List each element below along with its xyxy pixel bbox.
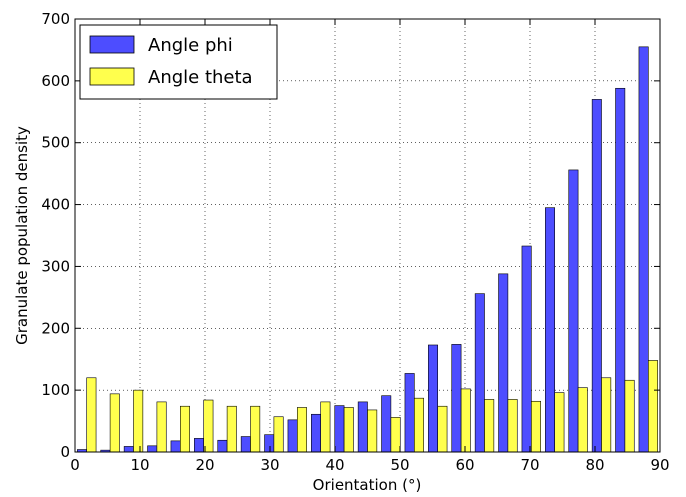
- y-axis-label: Granulate population density: [13, 126, 31, 345]
- x-axis-label: Orientation (°): [313, 476, 422, 494]
- bar-phi: [381, 395, 392, 453]
- legend-label-phi: Angle phi: [148, 35, 233, 56]
- bar-theta: [320, 401, 331, 453]
- bar-phi: [287, 419, 298, 453]
- bar-theta: [577, 387, 588, 453]
- bar-theta: [273, 416, 284, 453]
- y-tick-label: 300: [41, 257, 70, 275]
- bar-theta: [109, 393, 120, 453]
- bar-phi: [123, 446, 134, 453]
- bar-phi: [545, 207, 556, 453]
- ticks: 0 10 20 30 40 50 60 70 80 90 0 100 200 300 400 500 600 70…: [41, 10, 669, 474]
- x-tick-label: 0: [70, 456, 80, 474]
- x-tick-label: 80: [585, 456, 604, 474]
- bars: [77, 46, 658, 453]
- bar-phi: [474, 293, 485, 453]
- bar-phi: [521, 245, 532, 453]
- bar-phi: [311, 413, 321, 453]
- bar-theta: [133, 389, 144, 453]
- bar-phi: [615, 87, 626, 453]
- bar-theta: [554, 392, 565, 453]
- bar-phi: [591, 99, 602, 453]
- bar-phi: [147, 445, 158, 453]
- x-tick-label: 70: [520, 456, 539, 474]
- y-tick-label: 200: [41, 319, 70, 337]
- y-tick-label: 100: [41, 381, 70, 399]
- bar-theta: [460, 388, 471, 453]
- x-tick-label: 10: [130, 456, 149, 474]
- bar-phi: [428, 344, 438, 453]
- bar-theta: [86, 377, 97, 453]
- bar-theta: [226, 405, 237, 453]
- y-tick-label: 400: [41, 196, 70, 214]
- bar-theta: [624, 379, 635, 453]
- legend: Angle phi Angle theta: [79, 24, 278, 100]
- bar-theta: [156, 401, 167, 453]
- bar-theta: [484, 399, 495, 453]
- y-tick-label: 700: [41, 10, 70, 28]
- y-tick-label: 500: [41, 134, 70, 152]
- bar-phi: [170, 440, 181, 453]
- bar-phi: [357, 401, 368, 453]
- bar-theta: [647, 360, 658, 453]
- bar-phi: [217, 439, 228, 453]
- bar-phi: [240, 436, 251, 453]
- x-tick-label: 40: [325, 456, 344, 474]
- bar-phi: [638, 46, 649, 453]
- legend-swatch-theta: [89, 67, 135, 86]
- bar-phi: [568, 169, 579, 453]
- x-tick-label: 20: [195, 456, 214, 474]
- y-tick-label: 600: [41, 72, 70, 90]
- bar-theta: [530, 400, 541, 453]
- bar-theta: [296, 407, 307, 453]
- x-tick-label: 90: [650, 456, 669, 474]
- bar-theta: [507, 399, 518, 453]
- bar-theta: [390, 417, 401, 453]
- y-tick-label: 0: [60, 443, 70, 461]
- x-tick-label: 50: [390, 456, 409, 474]
- bar-phi: [194, 438, 204, 453]
- bar-theta: [203, 399, 214, 453]
- bar-phi: [334, 405, 345, 453]
- legend-swatch-phi: [89, 35, 135, 54]
- bar-theta: [250, 405, 261, 453]
- x-tick-label: 30: [260, 456, 279, 474]
- bar-phi: [404, 373, 415, 453]
- bar-phi: [451, 344, 462, 453]
- bar-theta: [180, 405, 190, 453]
- bar-theta: [601, 377, 612, 453]
- x-tick-label: 60: [455, 456, 474, 474]
- bar-phi: [264, 434, 275, 453]
- legend-label-theta: Angle theta: [148, 67, 253, 88]
- bar-theta: [413, 397, 424, 453]
- bar-phi: [498, 273, 509, 453]
- plot-frame: [74, 18, 661, 453]
- bar-theta: [367, 409, 378, 453]
- bar-theta: [437, 405, 448, 453]
- bar-theta: [343, 407, 354, 453]
